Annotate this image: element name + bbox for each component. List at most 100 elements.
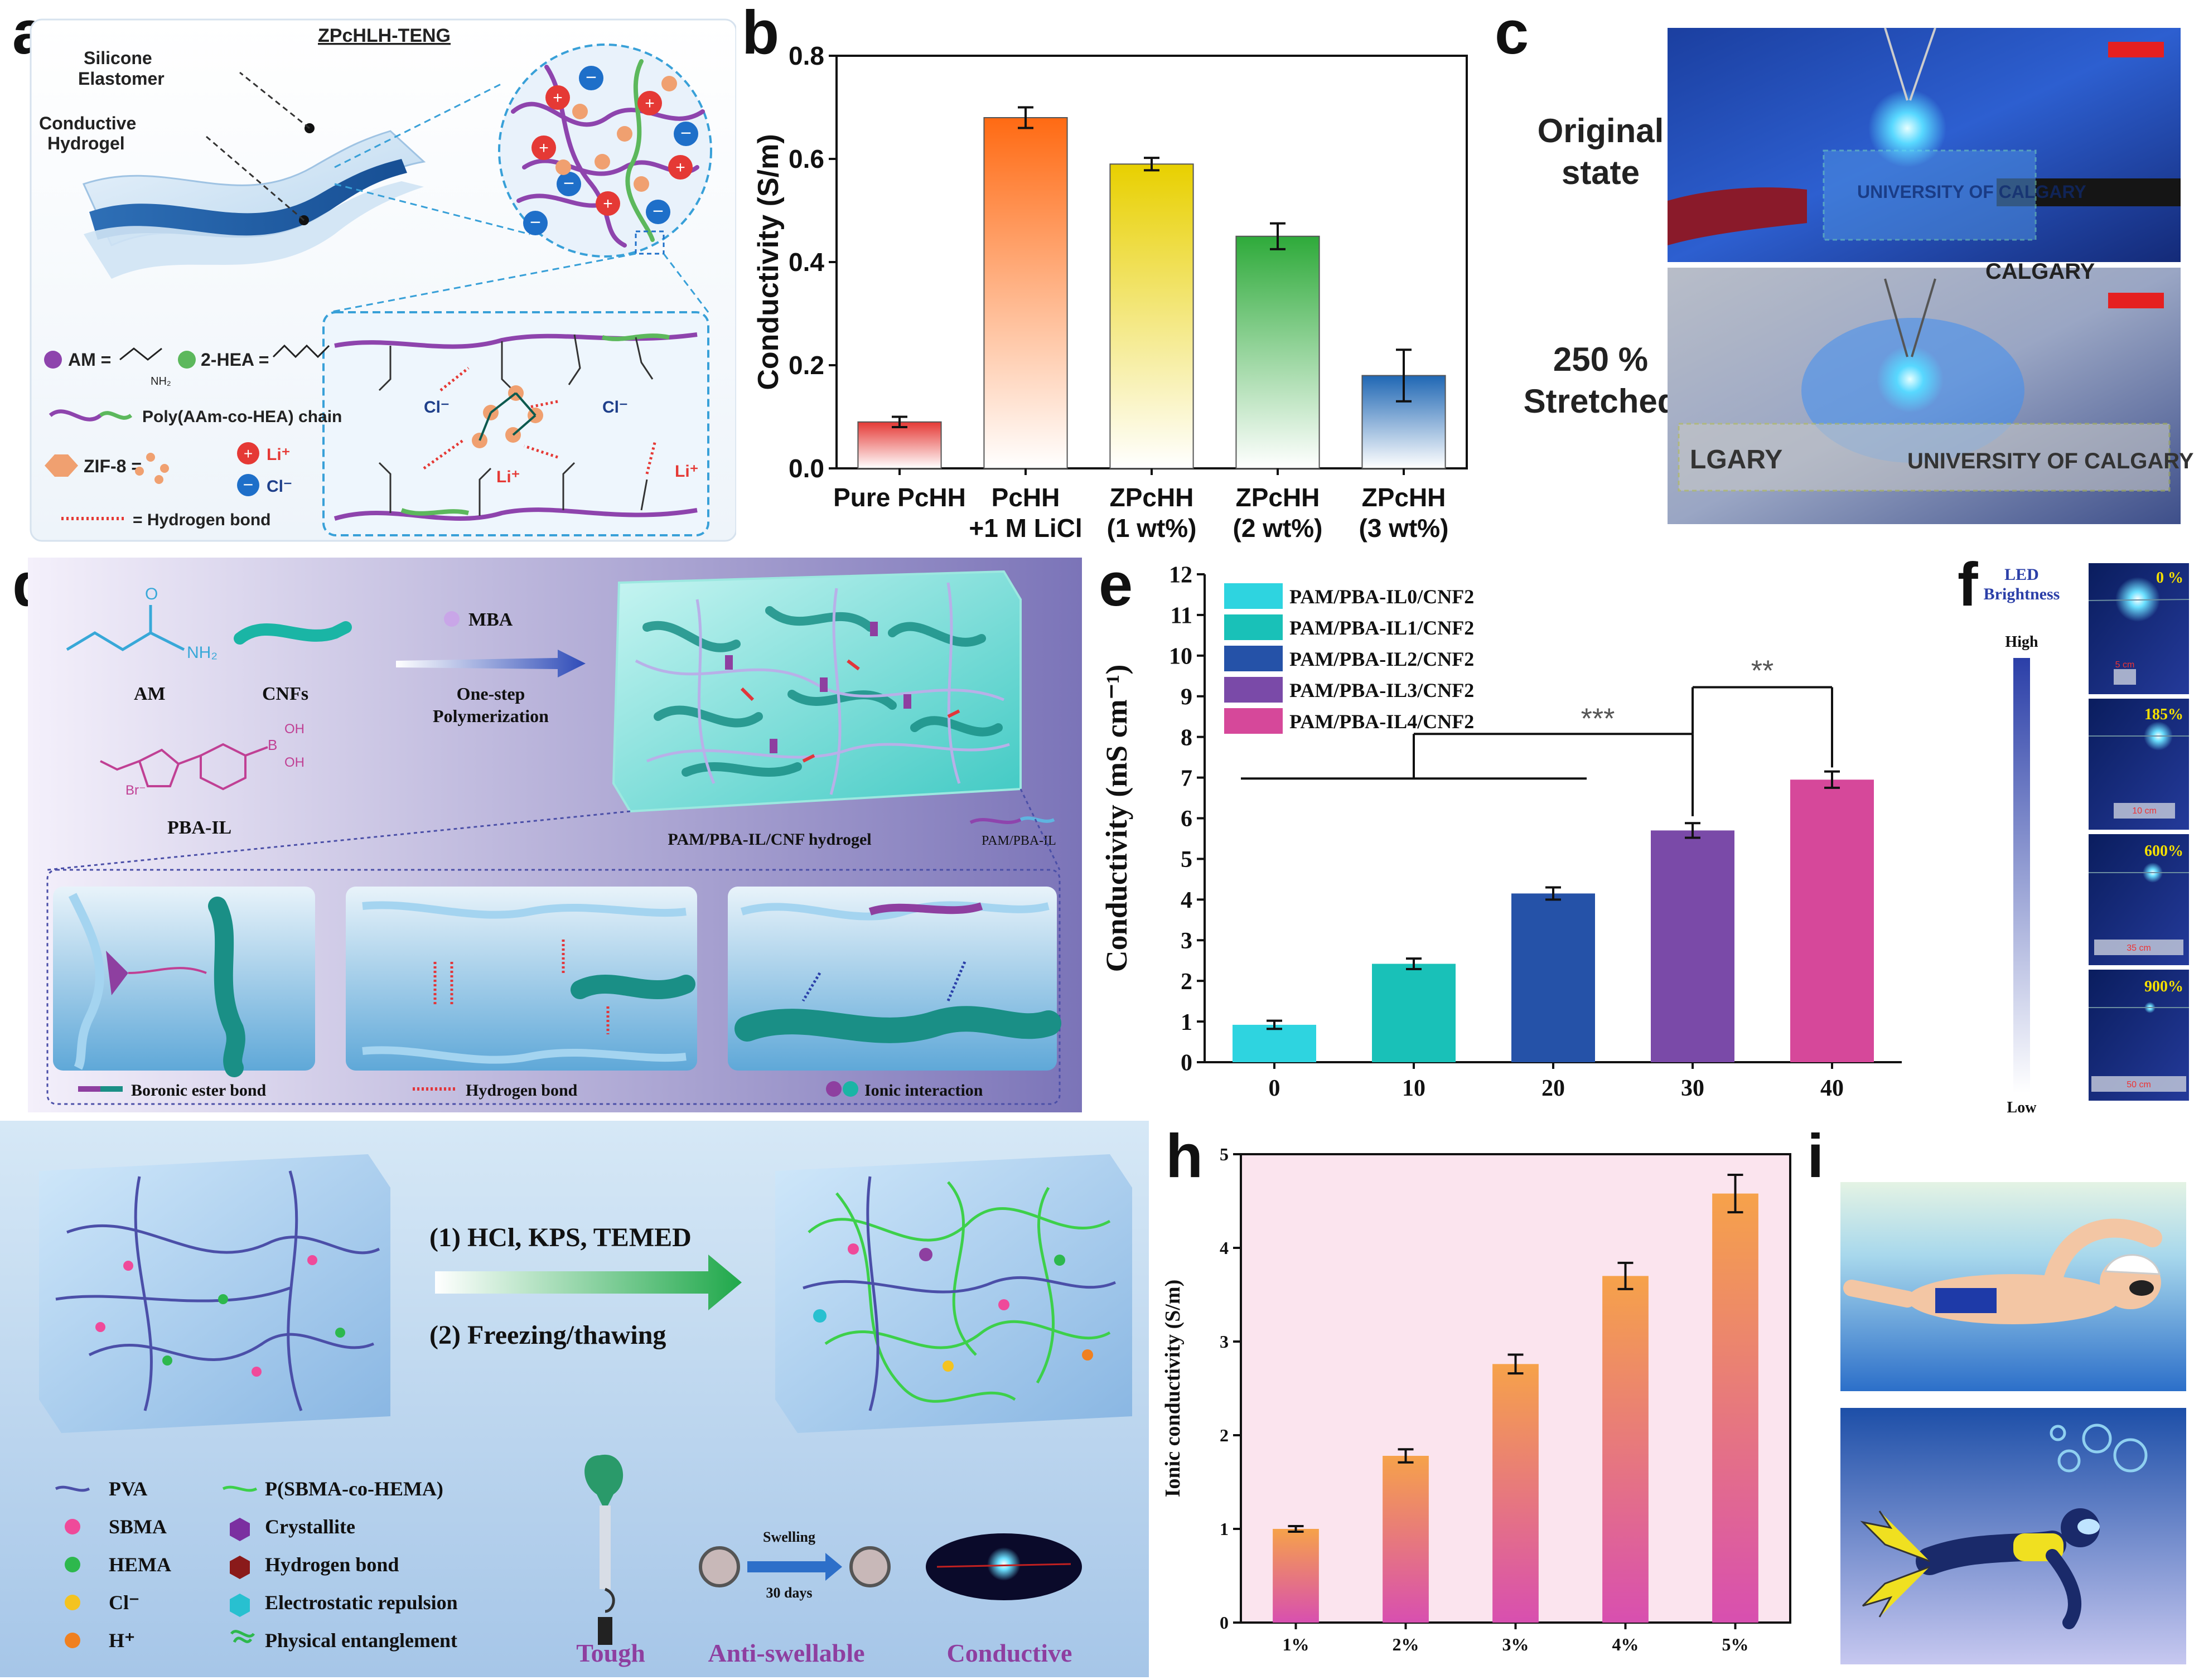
label-silicone: Silicone xyxy=(84,48,152,68)
swelling-before xyxy=(699,1546,740,1587)
f-title-brightness: Brightness xyxy=(1984,585,2060,603)
bar-1 xyxy=(1383,1455,1429,1623)
y-tick-label: 4 xyxy=(1181,888,1192,913)
label-elastomer: Elastomer xyxy=(78,69,165,89)
g-legend-hbond: Hydrogen bond xyxy=(265,1553,399,1576)
bar-3 xyxy=(1602,1276,1649,1623)
d-bond3: Ionic interaction xyxy=(864,1081,983,1100)
f-length-600: 35 cm xyxy=(2127,943,2151,953)
y-tick-label: 3 xyxy=(1181,928,1192,954)
d-hydrogel-label: PAM/PBA-IL/CNF hydrogel xyxy=(668,830,871,849)
y-tick-label: 5 xyxy=(1181,847,1192,873)
y-axis-label: Ionic conductivity (S/m) xyxy=(1161,1280,1185,1498)
g-legend-electro: Electrostatic repulsion xyxy=(265,1591,458,1614)
y-tick-label: 9 xyxy=(1181,684,1192,710)
x-tick-label: ZPcHH xyxy=(1362,483,1446,512)
y-tick-label: 2 xyxy=(1220,1425,1229,1445)
x-tick-label: 0 xyxy=(1269,1076,1280,1101)
g-legend-sbma: SBMA xyxy=(109,1516,167,1538)
led-glow-2 xyxy=(1877,346,1944,413)
legend-swatch-0 xyxy=(1224,583,1283,609)
brightness-gradient-bar xyxy=(2013,658,2030,1093)
svg-text:+: + xyxy=(553,89,563,107)
f-strain-900: 900% xyxy=(2144,978,2183,995)
process-arrow xyxy=(435,1255,742,1310)
x-tick-label: 4% xyxy=(1612,1634,1639,1654)
bar-4 xyxy=(1790,780,1874,1062)
y-axis-label: Conductivity (mS cm⁻¹) xyxy=(1100,665,1133,972)
x-tick-label: ZPcHH xyxy=(1236,483,1320,512)
svg-text:−: − xyxy=(680,123,692,144)
swelling-after xyxy=(849,1546,891,1587)
x-tick-label: ZPcHH xyxy=(1110,483,1194,512)
cl-dot xyxy=(65,1595,80,1610)
y-tick-label: 6 xyxy=(1181,806,1192,832)
panel-g: (1) HCl, KPS, TEMED (2) Freezing/thawing… xyxy=(0,1121,1149,1677)
y-tick-label: 3 xyxy=(1220,1332,1229,1352)
legend-swatch-3 xyxy=(1224,677,1283,703)
g-legend-h: H⁺ xyxy=(109,1629,135,1652)
x-tick-label: +1 M LiCl xyxy=(969,514,1082,543)
svg-text:+: + xyxy=(645,94,655,113)
f-title-led: LED xyxy=(2004,565,2039,584)
y-tick-label: 1 xyxy=(1220,1519,1229,1539)
hydrogen-bond-icon xyxy=(230,1556,250,1579)
d-step2: Polymerization xyxy=(433,706,549,726)
y-tick-label: 4 xyxy=(1220,1238,1229,1258)
bar-3 xyxy=(1651,830,1734,1062)
y-tick-label: 5 xyxy=(1220,1144,1229,1164)
x-tick-label: 1% xyxy=(1283,1634,1309,1654)
chart-h: 0 1 2 3 4 5 Ionic conductivity (S/m) 1% 2% 3% 4% 5% xyxy=(1161,1144,1791,1654)
panel-f: LED Brightness High Low 0 % 185% 600% 90… xyxy=(1958,549,2194,1121)
f-high: High xyxy=(2005,633,2038,651)
d-am-label: AM xyxy=(134,684,166,704)
entanglement-icon xyxy=(230,1630,255,1643)
hema-dot xyxy=(65,1557,80,1572)
svg-text:O: O xyxy=(145,585,158,603)
g-legend-pva: PVA xyxy=(109,1478,147,1500)
g-legend-cl: Cl⁻ xyxy=(109,1591,139,1614)
d-pba-label: PBA-IL xyxy=(167,817,231,838)
y-tick-label: 7 xyxy=(1181,766,1192,791)
d-br: Br⁻ xyxy=(125,783,146,798)
legend-li: Li⁺ xyxy=(267,446,291,464)
d-b: B xyxy=(268,737,277,753)
y-tick-label: 8 xyxy=(1181,725,1192,751)
panel-g-schematic: (1) HCl, KPS, TEMED (2) Freezing/thawing… xyxy=(0,1121,1149,1677)
legend-swatch-2 xyxy=(1224,646,1283,671)
li-legend-icon xyxy=(237,442,259,464)
hydrogel-sample-1 xyxy=(1823,149,2037,241)
x-tick-label: 30 xyxy=(1681,1076,1704,1101)
bar-3 xyxy=(1235,235,1320,469)
sbma-dot xyxy=(65,1519,80,1534)
g-days: 30 days xyxy=(766,1585,812,1601)
panel-label-f: f xyxy=(1958,550,1978,619)
label-hydrogel: Hydrogel xyxy=(47,133,125,153)
y-tick-label: 0.0 xyxy=(789,454,824,483)
c-row2-line1: 250 % xyxy=(1553,341,1648,378)
h-dot xyxy=(65,1633,80,1648)
svg-text:+: + xyxy=(244,445,253,462)
svg-text:+: + xyxy=(539,139,549,157)
f-length-900: 50 cm xyxy=(2127,1080,2151,1090)
bottom-silicone-sheet xyxy=(84,181,424,279)
hea-legend-dot xyxy=(178,351,196,369)
f-strain-600: 600% xyxy=(2144,843,2183,860)
f-low: Low xyxy=(2007,1099,2037,1116)
f-strain-185: 185% xyxy=(2144,706,2183,723)
panel-b: 0.0 0.2 0.4 0.6 0.8 Conductivity (S/m) Pure Pc… xyxy=(736,0,1495,549)
y-axis-label: Conductivity (S/m) xyxy=(752,134,785,390)
x-tick-label: 20 xyxy=(1541,1076,1565,1101)
sig-label-2: ** xyxy=(1751,655,1773,688)
y-tick-label: 0.4 xyxy=(789,248,824,277)
panel-d-schematic: O NH₂ AM CNFs B OH OH Br⁻ PBA-IL MBA One… xyxy=(28,558,1082,1112)
bar-0 xyxy=(857,421,942,469)
detail-cl-ion-2: Cl⁻ xyxy=(602,398,628,417)
zif8-legend-icon xyxy=(45,454,78,477)
legend-hbond: = Hydrogen bond xyxy=(133,511,271,529)
legend-label-0: PAM/PBA-IL0/CNF2 xyxy=(1289,585,1474,608)
legend-label-1: PAM/PBA-IL1/CNF2 xyxy=(1289,617,1474,639)
svg-text:−: − xyxy=(563,173,574,194)
bar-2 xyxy=(1511,893,1595,1062)
svg-text:−: − xyxy=(530,212,541,233)
